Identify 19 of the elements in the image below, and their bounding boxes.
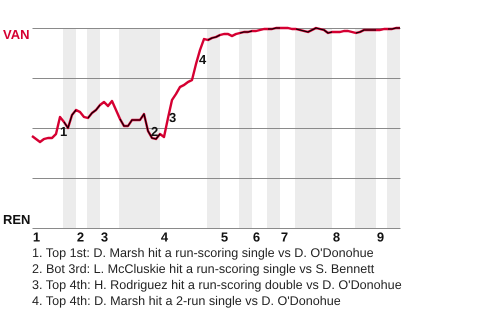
annotation: 3 (169, 110, 176, 125)
x-tick-label: 3 (100, 230, 108, 244)
text: 1. Top 1st: D. Marsh hit a run-scoring single vs D. O'Donohue (32, 245, 375, 261)
text: VAN (3, 27, 30, 42)
text: 4. Top 4th: D. Marsh hit a 2-run single vs D. O'Donohue (32, 293, 342, 309)
x-tick-label: 1 (32, 230, 40, 244)
x-tick-label: 8 (332, 230, 340, 244)
x-tick-label: 9 (376, 230, 384, 244)
annotation: 1 (60, 124, 68, 139)
x-tick-label: 7 (280, 230, 288, 244)
text: REN (3, 212, 30, 227)
annotation: 2 (151, 124, 158, 139)
x-tick-label: 2 (76, 230, 84, 244)
x-tick-label: 6 (252, 230, 260, 244)
annotation: 4 (199, 52, 206, 67)
text: 3. Top 4th: H. Rodriguez hit a run-scoring double vs D. O'Donohue (32, 277, 402, 293)
x-tick-label: 4 (160, 230, 169, 244)
x-tick-label: 5 (220, 230, 228, 244)
text: 2. Bot 3rd: L. McCluskie hit a run-scoring single vs S. Bennett (32, 261, 376, 277)
